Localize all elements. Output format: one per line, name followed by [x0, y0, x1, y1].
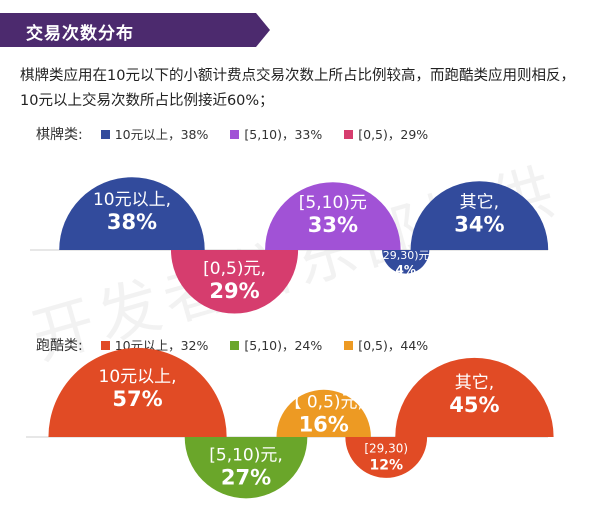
- bubble-value-label: 34%: [454, 212, 504, 236]
- bubble-value-label: 4%: [396, 263, 416, 277]
- bubble-category-label: [5,10)元,: [209, 445, 283, 465]
- bubble-mark: [276, 389, 371, 437]
- bubble-mark: [395, 357, 554, 437]
- legend-text: [0,5)，29%: [358, 127, 429, 142]
- legend-swatch: [100, 130, 110, 139]
- bubble-mark: [410, 181, 549, 250]
- legend-swatch: [344, 341, 354, 350]
- bubble-value-label: 27%: [221, 465, 271, 489]
- legend-text: 10元以上，38%: [114, 127, 209, 142]
- bubble-category-label: 10元以上,: [99, 367, 177, 387]
- bubble-value-label: 16%: [299, 413, 349, 437]
- bubble-category-label: 【 0,5)元,: [284, 393, 362, 413]
- legend-item: [5,10)，33%: [230, 127, 322, 142]
- bubble-value-label: 29%: [209, 279, 259, 303]
- legend-swatch: [344, 130, 354, 139]
- legend-item: 10元以上，38%: [100, 127, 209, 142]
- bubble-mark: [59, 177, 205, 250]
- legend-text: [5,10)，24%: [244, 338, 323, 353]
- legend-title: 棋牌类:: [36, 127, 83, 143]
- bubble-mark: [382, 250, 430, 274]
- bubble-value-label: 12%: [369, 458, 403, 474]
- bubble-category-label: [29,30)元,: [378, 249, 433, 262]
- bubble-category-label: [5,10)元: [299, 193, 367, 213]
- bubble-mark: [170, 250, 299, 314]
- bubble-value-label: 45%: [449, 393, 499, 417]
- header-banner: [0, 13, 270, 47]
- bubble-mark: [184, 437, 308, 499]
- legend-title: 跑酷类:: [36, 338, 83, 354]
- legend-swatch: [230, 341, 240, 350]
- bubble-category-label: 10元以上,: [93, 190, 171, 210]
- legend-item: [5,10)，24%: [230, 338, 322, 353]
- bubble-category-label: 其它,: [460, 192, 499, 212]
- description-text: 棋牌类应用在10元以下的小额计费点交易次数上所占比例较高，而跑酷类应用则相反，1…: [20, 68, 575, 109]
- legend-swatch: [100, 341, 110, 350]
- bubble-category-label: 其它,: [455, 373, 494, 393]
- bubble-category-label: [29,30): [364, 442, 408, 456]
- legend-item: [0,5)，44%: [344, 338, 428, 353]
- legend-item: [0,5)，29%: [344, 127, 428, 142]
- legend-text: [0,5)，44%: [358, 338, 429, 353]
- bubble-value-label: 33%: [308, 213, 358, 237]
- bubble-mark: [265, 182, 401, 250]
- bubble-category-label: [0,5)元,: [203, 259, 266, 279]
- legend-text: [5,10)，33%: [244, 127, 323, 142]
- bubble-mark: [48, 347, 227, 437]
- legend-swatch: [230, 130, 240, 139]
- bubble-mark: [345, 437, 428, 478]
- bubble-value-label: 57%: [112, 387, 162, 411]
- bubble-value-label: 38%: [107, 210, 157, 234]
- legend-chess: 棋牌类: 10元以上，38% [5,10)，33% [0,5)，29%: [36, 124, 446, 144]
- page-title: 交易次数分布: [26, 24, 134, 44]
